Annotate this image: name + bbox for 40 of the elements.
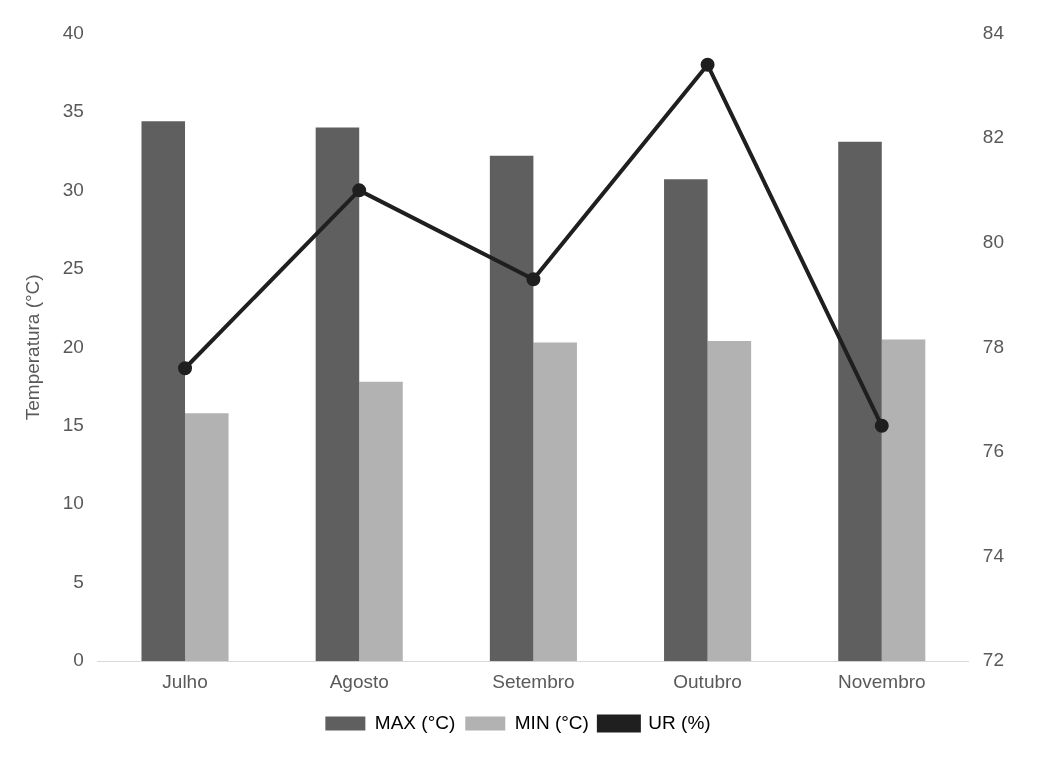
y-tick-label: 20 [62,335,84,357]
x-tick-label: Setembro [492,670,575,692]
legend-label: UR (%) [648,711,711,733]
y2-tick-label: 76 [982,440,1005,462]
bar [664,179,708,662]
y-tick-label: 15 [62,414,84,436]
bar [533,342,577,662]
y-tick-label: 5 [73,570,84,592]
y-tick-label: 40 [62,21,84,43]
y-tick-label: 30 [62,178,84,200]
bar [185,413,229,662]
y2-tick-label: 72 [982,649,1005,671]
x-tick-label: Julho [162,670,208,692]
y2-tick-label: 84 [982,21,1005,43]
legend-label: MAX (°C) [374,711,456,733]
y-tick-label: 35 [62,100,84,122]
x-tick-label: Agosto [329,670,389,692]
point [352,183,367,198]
legend-label: MIN (°C) [514,711,589,733]
y2-tick-label: 82 [982,126,1005,148]
x-tick-label: Outubro [673,670,742,692]
point [178,361,193,376]
bar [359,381,403,662]
bar [707,341,752,662]
y-tick-label: 25 [62,257,84,279]
y2-tick-label: 78 [982,335,1005,357]
bar [881,339,926,662]
y2-tick-label: 74 [982,544,1005,566]
y-tick-label: 10 [62,492,84,514]
x-tick-label: Novembro [837,670,926,692]
bar [315,127,360,662]
y-axis-title: Temperatura (°C) [21,274,43,421]
point [526,272,541,287]
y-tick-label: 0 [73,649,84,671]
point [700,57,715,72]
bar [489,155,534,662]
bar [838,141,882,662]
y2-tick-label: 80 [982,230,1005,252]
bar [141,121,186,662]
point [874,418,889,433]
